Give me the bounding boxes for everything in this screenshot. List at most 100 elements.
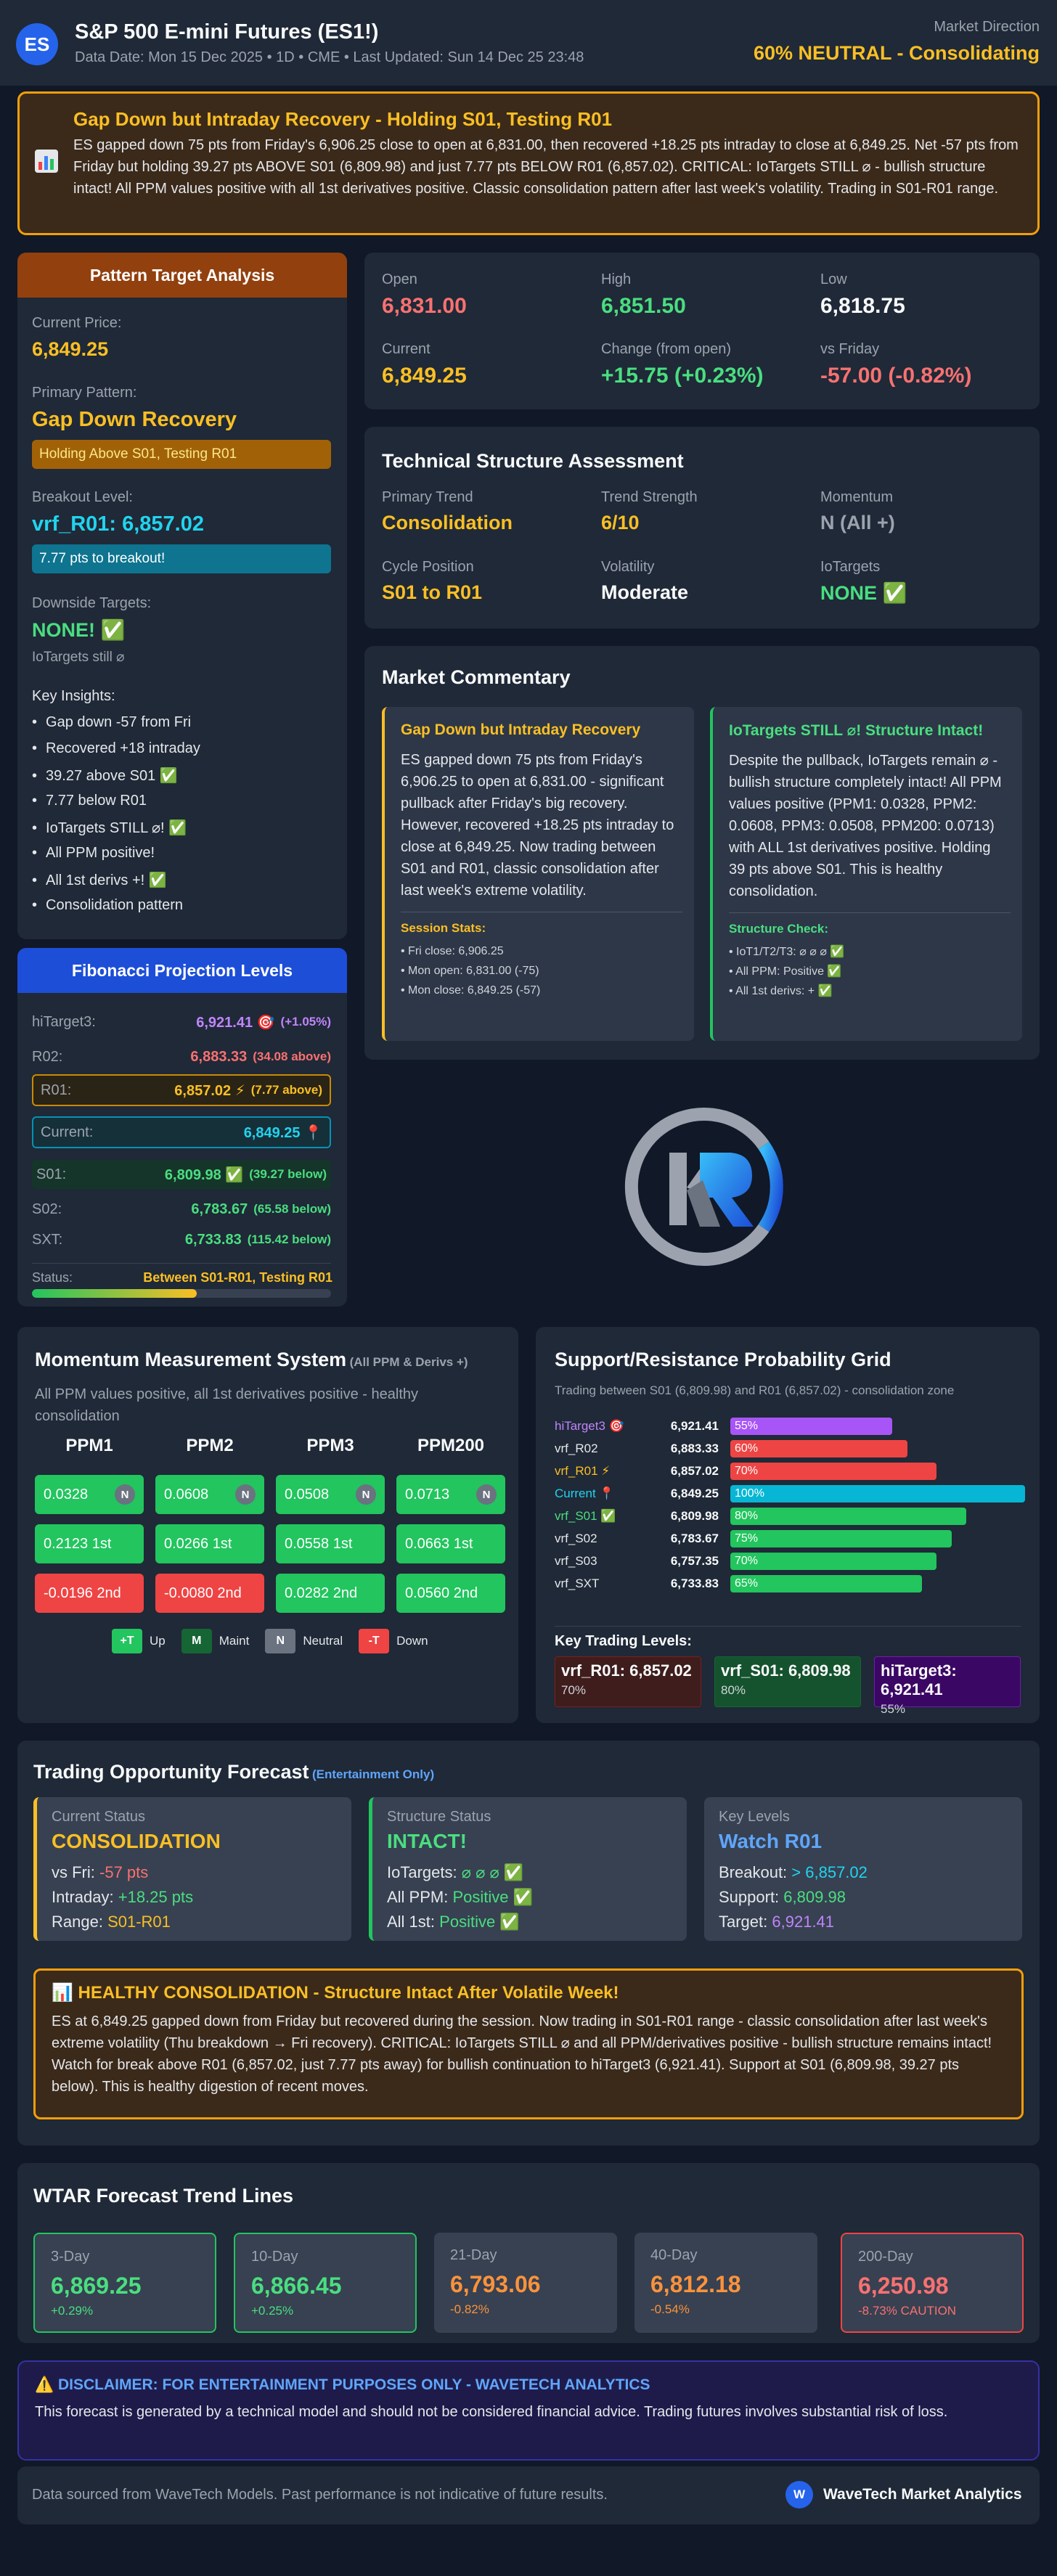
- neutral-badge: N: [235, 1484, 256, 1505]
- commentary-right-body: Despite the pullback, IoTargets remain ⌀…: [729, 753, 1002, 899]
- page-title: S&P 500 E-mini Futures (ES1!): [75, 20, 379, 44]
- fib-note: (65.58 below): [253, 1202, 331, 1216]
- row-label: IoTargets:: [387, 1863, 457, 1881]
- row-label: Range:: [52, 1913, 103, 1931]
- pattern-panel-title: Pattern Target Analysis: [17, 253, 347, 298]
- sr-probability-bar: 70%: [730, 1553, 936, 1570]
- wtar-forecast-panel: WTAR Forecast Trend Lines 3-Day 6,869.25…: [17, 2163, 1040, 2343]
- momentum-value: N (All +): [820, 512, 895, 533]
- sr-probability-bar: 75%: [730, 1530, 952, 1547]
- fib-note: (7.77 above): [250, 1083, 322, 1097]
- fib-note: (+1.05%): [280, 1015, 331, 1029]
- breakout-level-label: Breakout Level:: [32, 489, 133, 505]
- structure-check-item: • All PPM: Positive ✅: [729, 965, 842, 978]
- status-row: All 1st: Positive ✅: [387, 1910, 672, 1934]
- alert-title: Gap Down but Intraday Recovery - Holding…: [73, 108, 613, 130]
- low-label: Low: [820, 271, 847, 287]
- insight-item: Consolidation pattern: [32, 897, 183, 914]
- sr-probability-bar: 100%: [730, 1485, 1025, 1502]
- ppm-value: 0.0713: [405, 1486, 450, 1502]
- current-status-label: Current Status: [52, 1809, 145, 1825]
- change-value: +15.75 (+0.23%): [601, 364, 764, 388]
- fib-value: 6,733.83: [184, 1231, 242, 1248]
- primary-pattern-label: Primary Pattern:: [32, 385, 137, 401]
- row-value: S01-R01: [107, 1913, 171, 1931]
- iotargets-cell: IoTargets NONE ✅: [820, 559, 907, 605]
- fib-row-hitarget3: hiTarget3: 6,921.41 🎯 (+1.05%): [32, 1007, 331, 1036]
- footer-text: Data sourced from WaveTech Models. Past …: [32, 2487, 608, 2503]
- healthy-consolidation-banner: 📊 HEALTHY CONSOLIDATION - Structure Inta…: [33, 1968, 1024, 2119]
- row-value: Positive ✅: [439, 1913, 520, 1931]
- sr-level-value: 6,733.83: [670, 1577, 719, 1590]
- pattern-target-panel: Pattern Target Analysis Current Price: 6…: [17, 253, 347, 939]
- fib-note: (115.42 below): [247, 1232, 331, 1246]
- ppm1-second-deriv: -0.0196 2nd: [35, 1574, 144, 1613]
- insight-item: All 1st derivs +! ✅: [32, 871, 167, 889]
- legend-label: Neutral: [303, 1634, 343, 1648]
- page-subtitle: Data Date: Mon 15 Dec 2025 • 1D • CME • …: [75, 49, 584, 65]
- wtar-title: WTAR Forecast Trend Lines: [33, 2185, 294, 2207]
- ppm-value: 0.0608: [164, 1486, 209, 1502]
- sr-grid-row: hiTarget3 🎯 6,921.41 55%: [555, 1417, 892, 1436]
- row-label: vs Fri:: [52, 1863, 95, 1881]
- row-label: Intraday:: [52, 1888, 114, 1906]
- status-row: Target: 6,921.41: [719, 1910, 1008, 1934]
- technical-structure-panel: Technical Structure Assessment Primary T…: [364, 427, 1040, 629]
- legend-maint: M Maint: [181, 1629, 249, 1653]
- sr-grid-row: vrf_S01 ✅ 6,809.98 80%: [555, 1507, 966, 1526]
- status-row: Support: 6,809.98: [719, 1885, 1008, 1910]
- status-row: Range: S01-R01: [52, 1910, 337, 1934]
- key-levels-label: Key Trading Levels:: [555, 1633, 692, 1649]
- legend-label: Down: [396, 1634, 428, 1648]
- row-value: > 6,857.02: [791, 1863, 868, 1881]
- market-commentary-title: Market Commentary: [382, 666, 571, 688]
- change-label: Change (from open): [601, 341, 731, 357]
- healthy-title: 📊 HEALTHY CONSOLIDATION - Structure Inta…: [52, 1983, 619, 2003]
- wtar-value: 6,869.25: [51, 2273, 142, 2299]
- fib-value: 6,809.98 ✅: [164, 1166, 244, 1183]
- structure-status-card: Structure Status INTACT! IoTargets: ⌀ ⌀ …: [369, 1797, 687, 1941]
- sr-level-value: 6,921.41: [670, 1419, 719, 1433]
- current-status-head: CONSOLIDATION: [52, 1830, 221, 1852]
- row-value: 6,809.98: [783, 1888, 846, 1906]
- key-level-pct: 70%: [561, 1683, 587, 1697]
- ppm-value: 0.0508: [285, 1486, 330, 1502]
- wtar-card-3day: 3-Day 6,869.25 +0.29%: [33, 2233, 216, 2333]
- sr-level-name: vrf_R02: [555, 1442, 598, 1455]
- ppm-value: 0.0328: [44, 1486, 89, 1502]
- sr-probability-bar: 55%: [730, 1418, 892, 1435]
- legend-down: -T Down: [359, 1629, 428, 1653]
- wtar-pct: -0.54%: [650, 2302, 690, 2316]
- sr-level-value: 6,883.33: [670, 1442, 719, 1455]
- high-cell: High 6,851.50: [601, 271, 686, 319]
- iotargets-value: NONE ✅: [820, 582, 907, 604]
- opportunity-title-row: Trading Opportunity Forecast (Entertainm…: [33, 1761, 434, 1783]
- trend-strength-label: Trend Strength: [601, 489, 698, 505]
- current-price-label: Current Price:: [32, 315, 122, 331]
- momentum-title-note: (All PPM & Derivs +): [349, 1355, 468, 1369]
- wtar-value: 6,866.45: [251, 2273, 342, 2299]
- technical-structure-title: Technical Structure Assessment: [382, 450, 684, 472]
- insight-item: Recovered +18 intraday: [32, 740, 200, 757]
- disclaimer-body: This forecast is generated by a technica…: [35, 2404, 948, 2420]
- primary-trend-label: Primary Trend: [382, 489, 473, 505]
- ppm3-first-deriv: 0.0558 1st: [276, 1524, 385, 1563]
- bar-chart-icon: [35, 150, 58, 173]
- key-level-hitarget3: hiTarget3: 6,921.41 55%: [874, 1656, 1021, 1716]
- current-value: 6,849.25: [382, 364, 467, 388]
- breakout-level-value: vrf_R01: 6,857.02: [32, 512, 204, 536]
- ppm3-header: PPM3: [306, 1436, 354, 1455]
- ppm2-first-deriv: 0.0266 1st: [155, 1524, 264, 1563]
- row-label: Breakout:: [719, 1863, 788, 1881]
- current-status-card: Current Status CONSOLIDATION vs Fri: -57…: [33, 1797, 351, 1941]
- ppm2-header: PPM2: [186, 1436, 234, 1455]
- cycle-position-cell: Cycle Position S01 to R01: [382, 559, 482, 604]
- trading-opportunity-panel: Trading Opportunity Forecast (Entertainm…: [17, 1741, 1040, 2146]
- session-stat: • Mon open: 6,831.00 (-75): [401, 965, 539, 977]
- sr-grid-row: Current 📍 6,849.25 100%: [555, 1484, 1025, 1503]
- commentary-right-title: IoTargets STILL ⌀! Structure Intact!: [729, 722, 984, 739]
- fib-note: (39.27 below): [249, 1167, 327, 1181]
- sr-level-value: 6,857.02: [670, 1464, 719, 1478]
- volatility-cell: Volatility Moderate: [601, 559, 688, 604]
- alert-body: ES gapped down 75 pts from Friday's 6,90…: [73, 137, 1019, 197]
